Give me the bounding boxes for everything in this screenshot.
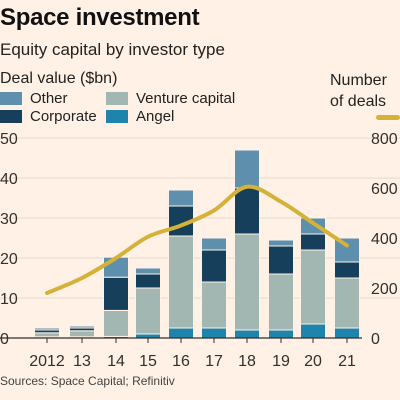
bar-corporate-19 [268, 245, 294, 275]
bar-other-19 [268, 239, 294, 247]
bar-venture-capital-2012 [34, 332, 60, 338]
legend-item-angel: Angel [106, 108, 174, 125]
bar-other-13 [69, 325, 95, 329]
y-left-tick-label: 40 [0, 171, 18, 188]
chart-title: Space investment [0, 4, 200, 31]
bar-other-17 [201, 237, 227, 251]
y-right-tick-label: 600 [371, 181, 398, 198]
x-tick-label: 18 [238, 353, 256, 370]
bar-venture-capital-20 [300, 249, 326, 325]
x-tick-label: 13 [73, 353, 91, 370]
x-tick-label: 19 [272, 353, 290, 370]
bar-other-2012 [34, 327, 60, 331]
x-tick-label: 14 [107, 353, 125, 370]
y-axis-left-label: Deal value ($bn) [0, 70, 118, 87]
legend-label-venture-capital: Venture capital [136, 90, 236, 107]
y-left-tick-label: 0 [0, 331, 9, 348]
bar-corporate-15 [135, 273, 161, 289]
bar-venture-capital-13 [69, 330, 95, 338]
bar-corporate-14 [103, 276, 129, 311]
legend-item-other: Other [0, 90, 68, 107]
bar-venture-capital-17 [201, 281, 227, 329]
legend-swatch-venture-capital [106, 92, 128, 105]
bar-venture-capital-18 [234, 233, 260, 331]
y-right-tick-label: 200 [371, 281, 398, 298]
x-tick-label: 17 [205, 353, 223, 370]
bar-venture-capital-16 [168, 235, 194, 329]
bar-angel-17 [201, 327, 227, 339]
x-tick-label: 15 [139, 353, 157, 370]
legend-item-corporate: Corporate [0, 108, 97, 125]
legend-swatch-corporate [0, 110, 22, 123]
legend-line-deals [376, 115, 400, 120]
legend-label-corporate: Corporate [30, 108, 97, 125]
bar-venture-capital-21 [334, 277, 360, 329]
bar-other-16 [168, 189, 194, 207]
x-tick-label: 21 [338, 353, 356, 370]
legend-swatch-other [0, 92, 22, 105]
y-left-tick-label: 10 [0, 291, 18, 308]
legend-item-venture-capital: Venture capital [106, 90, 235, 107]
chart-subtitle: Equity capital by investor type [0, 40, 225, 59]
y-axis-right-label-line1: Number [330, 72, 387, 89]
bar-corporate-20 [300, 233, 326, 251]
source-note: Sources: Space Capital; Refinitiv [0, 374, 175, 388]
y-axis-right-label: Number of deals [330, 70, 400, 112]
legend-label-angel: Angel [136, 108, 175, 125]
y-left-tick-label: 20 [0, 251, 18, 268]
line-number-of-deals [45, 184, 349, 295]
y-axis-right-label-line2: of deals [330, 93, 387, 110]
y-right-tick-label: 800 [371, 131, 398, 148]
bar-other-15 [135, 267, 161, 275]
y-right-tick-label: 400 [371, 231, 398, 248]
bar-venture-capital-19 [268, 273, 294, 331]
bar-venture-capital-14 [103, 309, 129, 337]
y-left-tick-label: 30 [0, 211, 18, 228]
legend-swatch-angel [106, 110, 128, 123]
x-tick-label: 2012 [29, 353, 65, 370]
bar-corporate-21 [334, 261, 360, 279]
legend: Other Venture capital Corporate Angel [0, 90, 330, 130]
bar-angel-21 [334, 327, 360, 339]
bar-angel-20 [300, 323, 326, 339]
y-right-tick-label: 0 [371, 331, 380, 348]
bar-angel-16 [168, 327, 194, 339]
bar-corporate-17 [201, 249, 227, 283]
bar-other-18 [234, 149, 260, 189]
x-tick-label: 20 [304, 353, 322, 370]
y-left-tick-label: 50 [0, 131, 18, 148]
bar-angel-18 [234, 329, 260, 339]
legend-label-other: Other [30, 90, 68, 107]
bar-other-20 [300, 217, 326, 235]
x-tick-label: 16 [172, 353, 190, 370]
bar-angel-19 [268, 329, 294, 339]
bar-corporate-18 [234, 187, 260, 235]
bar-venture-capital-15 [135, 287, 161, 335]
